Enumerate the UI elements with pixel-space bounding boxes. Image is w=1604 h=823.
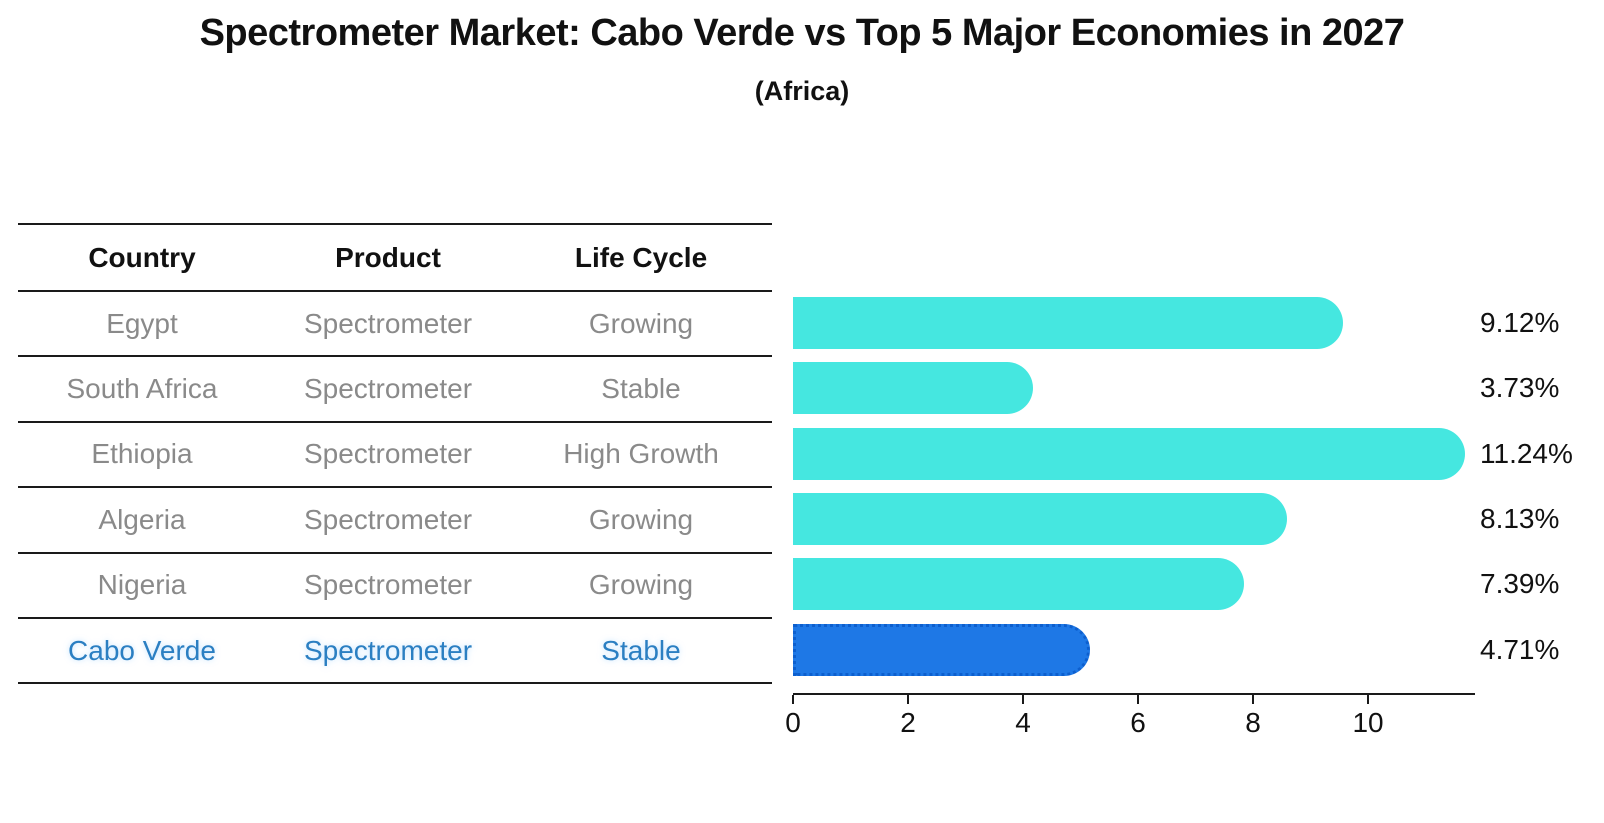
table-cell-life-cycle: Stable [601,634,681,666]
country-table: Country Product Life Cycle Egypt Spectrom… [18,223,772,685]
x-axis-line [793,693,1475,695]
x-axis-tick [1137,695,1140,704]
table-row: Algeria Spectrometer Growing [18,488,772,554]
table-cell-life-cycle: Growing [588,569,694,601]
bar-egypt [793,296,1344,349]
bar-value-label: 11.24% [1480,437,1573,469]
table-cell-country: Egypt [106,307,178,339]
x-axis-tick [1367,695,1370,704]
chart-subtitle: (Africa) [754,76,850,106]
table-cell-life-cycle: Growing [588,307,694,339]
table-row: Cabo Verde Spectrometer Stable [18,619,772,685]
bar-south-africa [793,362,1034,415]
table-header-country: Country [88,241,196,273]
table-cell-life-cycle: Growing [588,503,694,535]
bar-highlight-cabo-verde [793,623,1090,676]
x-axis-tick-label: 0 [785,707,801,738]
x-axis-tick-label: 8 [1245,707,1261,738]
bar-plot-area: 9.12% 3.73% 11.24% 8.13% 7.39% 4.71% 0 2 4 6 8 10 [785,290,1604,760]
x-axis-tick-label: 6 [1130,707,1146,738]
chart-title: Spectrometer Market: Cabo Verde vs Top 5… [199,12,1405,54]
table-header-lifecycle: Life Cycle [574,241,708,273]
x-axis-tick [1252,695,1255,704]
bar-nigeria [793,558,1244,611]
table-header-product: Product [335,241,441,273]
table-cell-country: Cabo Verde [68,634,216,666]
table-cell-product: Spectrometer [303,634,473,666]
x-axis-tick-label: 2 [900,707,916,738]
x-axis-tick [792,695,794,704]
table-cell-life-cycle: High Growth [563,438,719,470]
x-axis-tick-label: 4 [1015,707,1031,738]
x-axis-tick-label: 10 [1352,707,1384,738]
bar-value-label: 8.13% [1480,502,1560,534]
table-cell-country: South Africa [66,373,218,405]
table-row: Nigeria Spectrometer Growing [18,554,772,619]
table-cell-product: Spectrometer [303,503,473,535]
table-cell-product: Spectrometer [303,438,473,470]
x-axis-tick [907,695,909,704]
table-cell-life-cycle: Stable [601,373,681,405]
bar-value-label: 9.12% [1480,306,1560,338]
bar-value-label: 7.39% [1480,568,1560,600]
bar-algeria [793,492,1287,545]
table-row: Egypt Spectrometer Growing [18,292,772,358]
table-cell-product: Spectrometer [303,569,473,601]
table-cell-country: Ethiopia [91,438,193,470]
table-row: South Africa Spectrometer Stable [18,357,772,423]
bar-ethiopia [793,427,1466,480]
table-cell-product: Spectrometer [303,307,473,339]
table-cell-country: Algeria [98,503,186,535]
bar-value-label: 3.73% [1480,372,1560,404]
table-cell-product: Spectrometer [303,373,473,405]
bar-value-label: 4.71% [1480,633,1560,665]
table-row: Ethiopia Spectrometer High Growth [18,423,772,489]
table-cell-country: Nigeria [97,569,187,601]
table-header-row: Country Product Life Cycle [18,225,772,292]
x-axis-tick [1022,695,1025,704]
